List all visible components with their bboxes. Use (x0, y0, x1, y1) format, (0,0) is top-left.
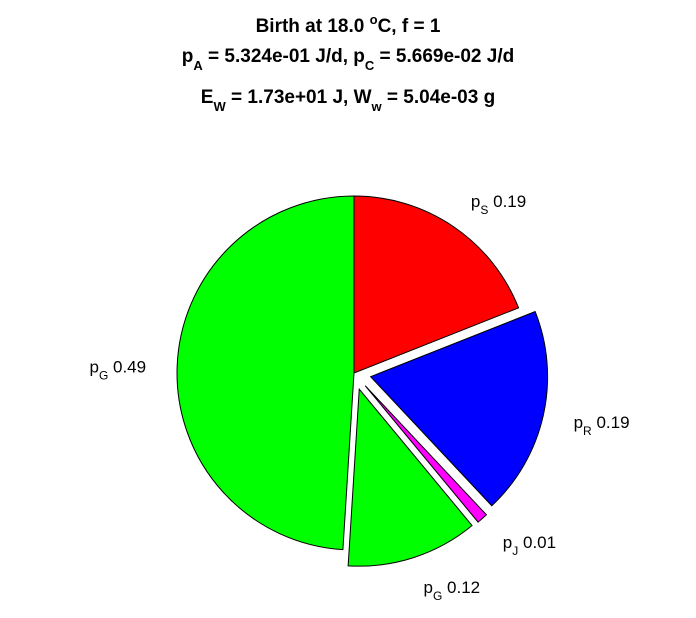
pie-slice-pg-3 (347, 387, 473, 567)
chart-title: Birth at 18.0 oC, f = 1 pA = 5.324e-01 J… (182, 12, 514, 114)
pie-slice-pg-4 (176, 195, 355, 551)
pie-label-pg-4: pG 0.49 (89, 357, 146, 382)
pie-labels: pS 0.19 pR 0.19 pJ 0.01 pG 0.12 pG 0.49 (89, 192, 629, 603)
pie-slice-pr-1 (369, 310, 549, 507)
title-line-1: Birth at 18.0 oC, f = 1 (256, 12, 441, 37)
pie-slice-ps-0 (353, 195, 520, 374)
pie-label-pr-1: pR 0.19 (574, 413, 630, 438)
pie-slice-pj-2 (364, 385, 488, 523)
pie-label-pj-2: pJ 0.01 (503, 533, 556, 558)
title-line-3: EW = 1.73e+01 J, Ww = 5.04e-03 g (201, 87, 495, 114)
title-line-2: pA = 5.324e-01 J/d, pC = 5.669e-02 J/d (182, 46, 514, 73)
pie-label-ps-0: pS 0.19 (471, 192, 526, 217)
pie-label-pg-3: pG 0.12 (424, 578, 481, 603)
pie-slices (176, 195, 549, 567)
